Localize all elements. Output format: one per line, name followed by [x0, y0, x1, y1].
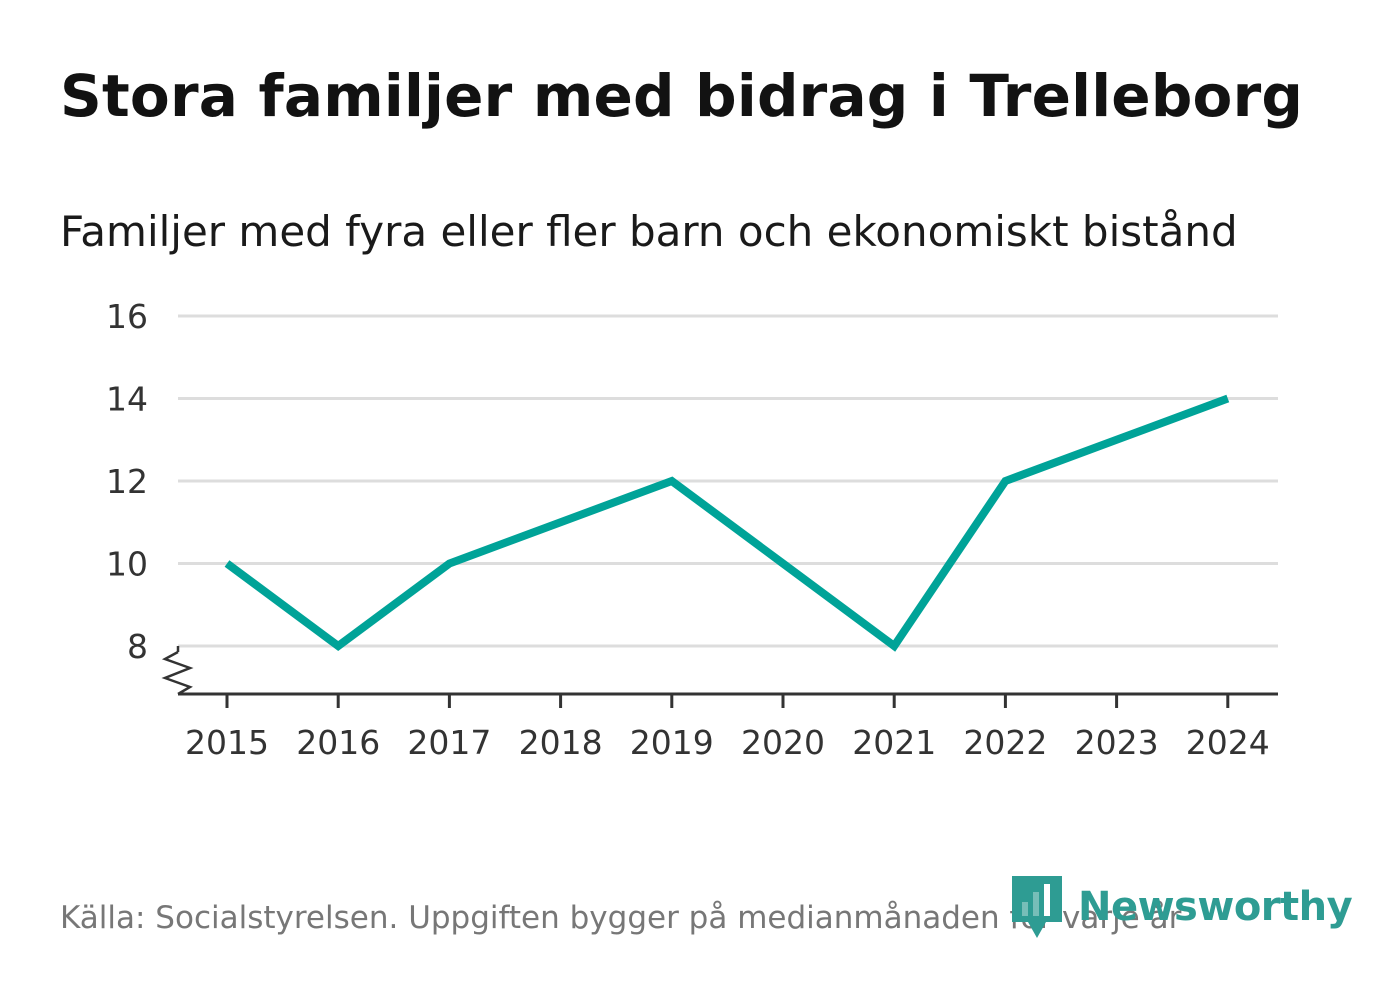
x-tick-label-2021: 2021: [852, 723, 936, 762]
gridlines: [178, 314, 1278, 648]
x-tick-label-2016: 2016: [296, 723, 380, 762]
x-tick-label-2015: 2015: [185, 723, 269, 762]
x-tick-label-2017: 2017: [407, 723, 491, 762]
series-line-0: [224, 394, 1230, 652]
brand-name: Newsworthy: [1078, 884, 1353, 930]
newsworthy-logo: Newsworthy: [1012, 876, 1353, 938]
y-tick-label-10: 10: [106, 545, 148, 584]
x-tick-label-2022: 2022: [963, 723, 1047, 762]
x-tick-label-2023: 2023: [1075, 723, 1159, 762]
x-tick-label-2019: 2019: [630, 723, 714, 762]
x-tick-label-2018: 2018: [519, 723, 603, 762]
axis-break-marker: [161, 650, 194, 696]
y-tick-label-8: 8: [127, 627, 148, 666]
chart-title: Stora familjer med bidrag i Trelleborg: [60, 62, 1304, 130]
x-tick-label-2020: 2020: [741, 723, 825, 762]
x-tick-label-2024: 2024: [1186, 723, 1270, 762]
series-group: [224, 394, 1230, 652]
chart-subtitle: Familjer med fyra eller fler barn och ek…: [60, 207, 1238, 256]
x-axis: 2015 2016 2017 2018 2019 2020 2021 2022 2023 2024: [178, 692, 1278, 762]
source-note: Källa: Socialstyrelsen. Uppgiften bygger…: [60, 900, 1182, 936]
y-axis-ticks: 8 10 12 14 16: [106, 297, 194, 696]
y-tick-label-16: 16: [106, 297, 148, 336]
y-tick-label-14: 14: [106, 380, 148, 419]
y-tick-label-12: 12: [106, 462, 148, 501]
chart-badge-icon: [1012, 876, 1062, 938]
